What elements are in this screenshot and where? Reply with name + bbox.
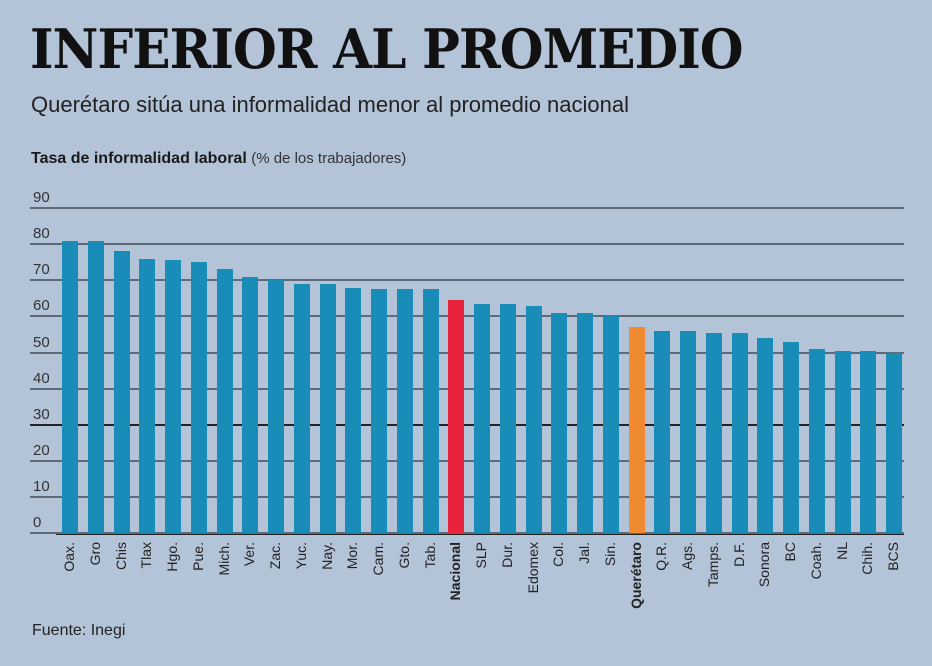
chart-title: INFERIOR AL PROMEDIO xyxy=(30,17,744,81)
bar-bcs xyxy=(886,352,902,533)
y-axis-title-main: Tasa de informalidad laboral xyxy=(31,150,247,167)
y-tick-label: 10 xyxy=(33,477,50,495)
bar-dur xyxy=(499,303,516,533)
y-axis-title: Tasa de informalidad laboral (% de los t… xyxy=(31,150,406,168)
x-tick-label: Nay. xyxy=(318,542,335,570)
x-tick-label: Nacional xyxy=(447,542,464,601)
bar-tamps xyxy=(705,332,722,533)
bar-sin xyxy=(602,316,619,533)
bar-mich xyxy=(216,269,233,533)
x-tick-label: Gto. xyxy=(395,542,412,569)
bar-ags xyxy=(680,330,696,533)
x-tick-label: Col. xyxy=(550,542,567,567)
bar-mor xyxy=(345,287,362,533)
x-tick-label: Tamps. xyxy=(704,542,721,588)
x-tick-label: Chis xyxy=(112,542,129,571)
x-tick-label: Mor. xyxy=(344,542,361,570)
x-tick-label: Yuc. xyxy=(292,542,309,570)
gridline-40 xyxy=(30,387,904,390)
bar-coah xyxy=(808,348,825,533)
gridline-90 xyxy=(30,207,904,210)
bar-zac xyxy=(268,280,284,533)
bar-gto xyxy=(396,289,413,533)
bar-hgo xyxy=(165,260,181,533)
x-tick-label: Ags. xyxy=(679,542,695,571)
gridline-80 xyxy=(30,243,904,246)
x-tick-label: Gro xyxy=(86,542,103,566)
x-tick-label: Dur. xyxy=(498,542,515,568)
y-tick-label: 60 xyxy=(33,297,50,315)
y-tick-label: 70 xyxy=(33,261,50,279)
gridline-70 xyxy=(30,279,904,282)
x-tick-label: BC xyxy=(782,542,798,562)
y-axis-title-unit: (% de los trabajadores) xyxy=(251,150,407,167)
bar-cam xyxy=(371,289,387,533)
x-tick-label: Tab. xyxy=(421,542,438,569)
x-tick-label: Tlax xyxy=(138,542,155,569)
gridline-50 xyxy=(30,351,904,354)
gridline-30 xyxy=(30,423,904,426)
x-tick-label: Mich. xyxy=(215,542,232,576)
bar-querétaro xyxy=(628,327,645,533)
x-tick-label: Hgo. xyxy=(164,542,180,572)
y-tick-label: 90 xyxy=(33,189,50,207)
x-tick-label: Jal. xyxy=(576,542,592,564)
x-tick-label: Pue. xyxy=(189,542,206,571)
gridline-0 xyxy=(30,532,904,534)
x-tick-label: NL xyxy=(833,542,850,560)
x-tick-label: Edomex xyxy=(524,542,541,594)
x-tick-label: Sin. xyxy=(601,542,618,567)
bar-pue xyxy=(190,262,207,533)
x-tick-label: Coah. xyxy=(807,542,824,580)
bar-oax xyxy=(62,240,78,533)
x-tick-label: Zac. xyxy=(267,542,283,570)
bar-edomex xyxy=(525,305,542,533)
y-tick-label: 80 xyxy=(33,225,50,243)
x-tick-label: BCS xyxy=(885,542,901,571)
bar-bc xyxy=(783,341,799,533)
y-tick-label: 0 xyxy=(33,514,42,531)
y-tick-label: 40 xyxy=(33,369,50,387)
bar-chis xyxy=(113,251,130,533)
chart-subtitle: Querétaro sitúa una informalidad menor a… xyxy=(31,92,630,117)
y-tick-label: 50 xyxy=(33,333,50,351)
x-tick-label: Chih. xyxy=(859,542,876,575)
bar-d-f xyxy=(731,332,748,533)
bar-jal xyxy=(577,312,593,533)
source-note: Fuente: Inegi xyxy=(32,622,126,639)
gridline-60 xyxy=(30,315,904,318)
x-tick-label: Oax. xyxy=(61,542,77,572)
bar-sonora xyxy=(757,338,774,533)
bar-q-r xyxy=(654,330,671,533)
x-tick-label: Sonora xyxy=(756,542,773,588)
x-tick-label: Cam. xyxy=(370,542,386,576)
gridline-20 xyxy=(30,459,904,462)
gridline-10 xyxy=(30,495,904,498)
y-tick-label: 30 xyxy=(33,405,50,423)
bar-tab xyxy=(422,289,439,533)
bar-col xyxy=(551,312,568,533)
y-tick-label: 20 xyxy=(33,441,50,459)
x-tick-label: Q.R. xyxy=(653,542,670,571)
bar-ver xyxy=(242,276,259,533)
bar-tlax xyxy=(139,258,156,533)
bar-nay xyxy=(319,283,336,533)
bar-yuc xyxy=(293,283,310,533)
bar-slp xyxy=(474,303,490,533)
bar-nacional xyxy=(448,300,465,533)
bar-gro xyxy=(87,240,104,533)
x-tick-label: Querétaro xyxy=(627,542,644,609)
x-tick-label: SLP xyxy=(473,542,489,569)
x-tick-label: Ver. xyxy=(241,542,258,567)
bar-nl xyxy=(834,350,851,533)
x-tick-label: D.F. xyxy=(730,542,747,567)
bar-chih xyxy=(860,350,877,533)
